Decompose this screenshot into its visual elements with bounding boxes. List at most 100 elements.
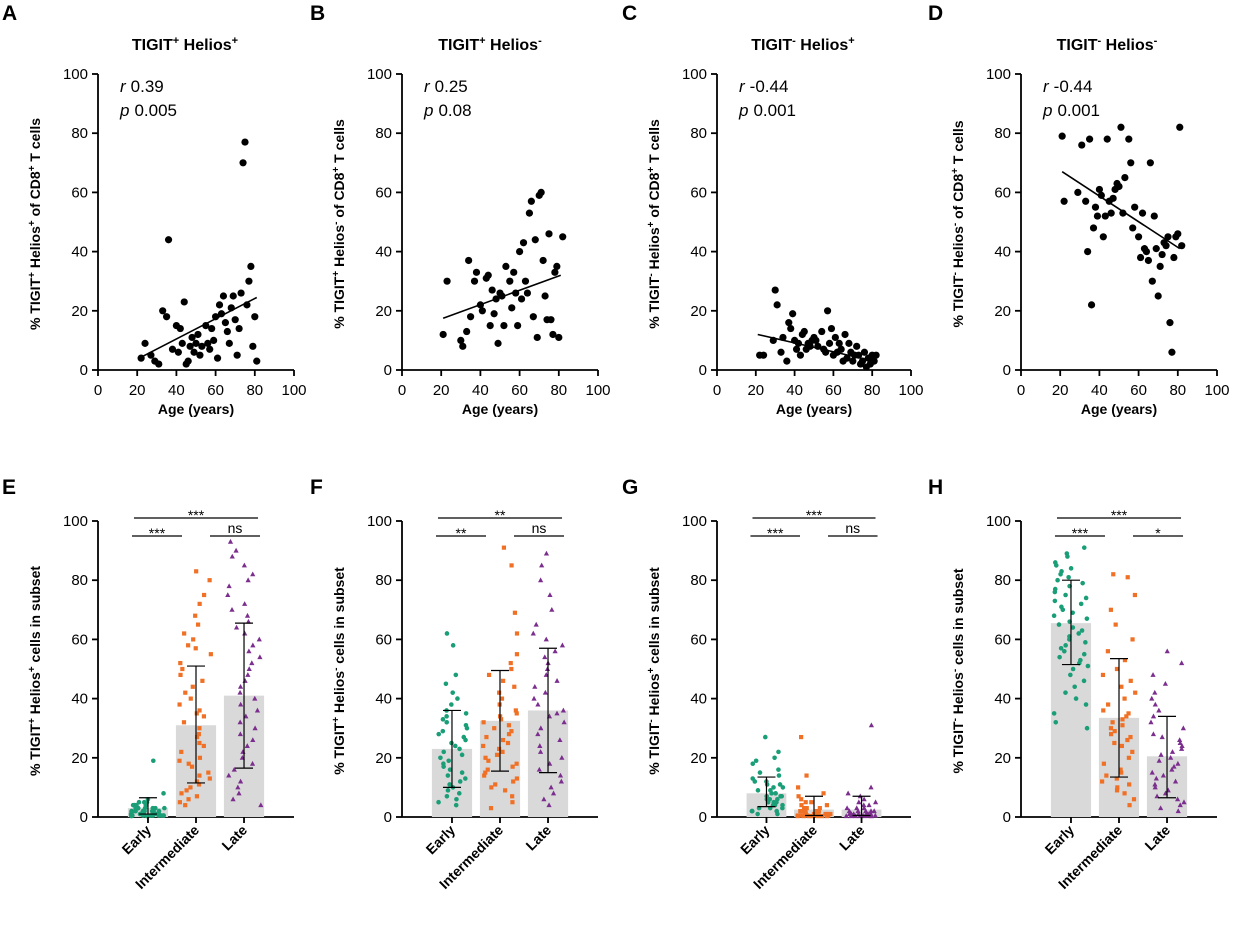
data-point xyxy=(795,814,800,819)
data-point xyxy=(225,592,231,597)
y-tick-label: 80 xyxy=(71,125,88,142)
data-point xyxy=(771,286,779,294)
data-point xyxy=(510,268,518,276)
y-axis-title-sup: - xyxy=(950,223,961,226)
data-point xyxy=(503,788,508,793)
data-point xyxy=(1181,799,1187,805)
data-point xyxy=(490,310,498,318)
data-point xyxy=(530,630,536,636)
data-point xyxy=(545,230,553,238)
bar-panel-g: 0 20 40 60 80 100 % TIGIT- Helios+ cells in su… xyxy=(646,507,911,892)
data-point xyxy=(559,755,565,760)
data-point xyxy=(213,354,222,362)
panel-title-sup: + xyxy=(173,35,179,47)
data-point xyxy=(159,813,164,818)
y-tick-label: 20 xyxy=(994,750,1011,767)
data-point xyxy=(1108,732,1114,737)
data-point xyxy=(233,547,239,553)
bar-panel-f: 0 20 40 60 80 100 % TIGIT+ Helios- cells in su… xyxy=(331,507,598,892)
data-point xyxy=(239,159,247,167)
data-point xyxy=(1166,319,1174,327)
data-point xyxy=(803,808,808,814)
data-point xyxy=(559,233,567,241)
data-point xyxy=(246,666,252,671)
y-axis-title-part: T cells xyxy=(331,119,347,167)
data-point xyxy=(506,732,512,737)
data-point xyxy=(231,316,239,324)
data-point xyxy=(227,538,234,544)
data-point xyxy=(161,791,166,796)
x-tick-label: 40 xyxy=(472,382,489,399)
data-point xyxy=(541,796,547,802)
y-tick-label: 40 xyxy=(994,244,1011,261)
data-point xyxy=(1058,571,1063,577)
data-point xyxy=(439,330,447,339)
significance-label: *** xyxy=(806,507,823,523)
data-point xyxy=(521,277,530,285)
data-point xyxy=(253,357,261,365)
panel-title-sup: - xyxy=(792,35,796,47)
data-point xyxy=(1063,592,1068,598)
data-point xyxy=(246,648,252,654)
data-point xyxy=(1076,631,1082,636)
data-point xyxy=(537,188,545,196)
data-point xyxy=(1114,666,1120,672)
data-point xyxy=(1169,749,1176,754)
panel-letter-e: E xyxy=(2,476,16,499)
data-point xyxy=(463,711,469,716)
data-point xyxy=(483,770,488,775)
y-tick-label: 0 xyxy=(384,809,392,826)
data-point xyxy=(1150,212,1158,220)
y-axis-title-part: of CD8 xyxy=(950,174,966,223)
data-point xyxy=(1130,637,1135,642)
data-point xyxy=(1070,666,1076,672)
data-point xyxy=(509,563,514,568)
data-point xyxy=(186,342,194,350)
data-point xyxy=(201,714,207,719)
data-point xyxy=(783,357,791,365)
data-point xyxy=(845,790,851,796)
data-point xyxy=(804,773,809,778)
p-symbol: p xyxy=(119,101,129,120)
data-point xyxy=(1127,782,1132,787)
trend-line xyxy=(757,333,875,362)
data-point xyxy=(233,624,240,630)
data-point xyxy=(164,236,173,244)
data-point xyxy=(1084,725,1090,731)
data-point xyxy=(511,779,516,784)
category-label-late: Late xyxy=(522,822,554,854)
data-point xyxy=(1135,233,1143,241)
data-point xyxy=(197,708,202,713)
data-point xyxy=(486,322,494,330)
data-point xyxy=(494,752,500,757)
data-point xyxy=(542,689,548,695)
data-point xyxy=(249,760,256,766)
p-statistic: p 0.001 xyxy=(738,101,796,120)
data-point xyxy=(868,808,874,814)
data-point xyxy=(192,339,200,347)
y-axis-title-part: Helios xyxy=(950,672,966,718)
y-axis-title-sup: + xyxy=(27,220,38,226)
data-point xyxy=(1101,212,1109,220)
p-statistic: p 0.08 xyxy=(423,101,472,120)
data-point xyxy=(198,342,206,350)
data-point xyxy=(206,770,211,775)
data-point xyxy=(843,354,851,362)
data-point xyxy=(484,734,489,740)
data-point xyxy=(755,788,761,793)
data-point xyxy=(258,802,264,808)
significance-label: ns xyxy=(228,520,243,536)
data-point xyxy=(506,277,514,285)
data-point xyxy=(188,696,193,701)
y-axis-title-part: Helios xyxy=(331,225,347,271)
data-point xyxy=(443,277,451,285)
y-tick-label: 40 xyxy=(994,691,1011,708)
data-point xyxy=(463,327,471,336)
data-point xyxy=(1138,209,1147,217)
data-point xyxy=(441,764,446,769)
data-point xyxy=(155,360,163,368)
data-point xyxy=(543,550,550,556)
data-point xyxy=(233,351,241,359)
